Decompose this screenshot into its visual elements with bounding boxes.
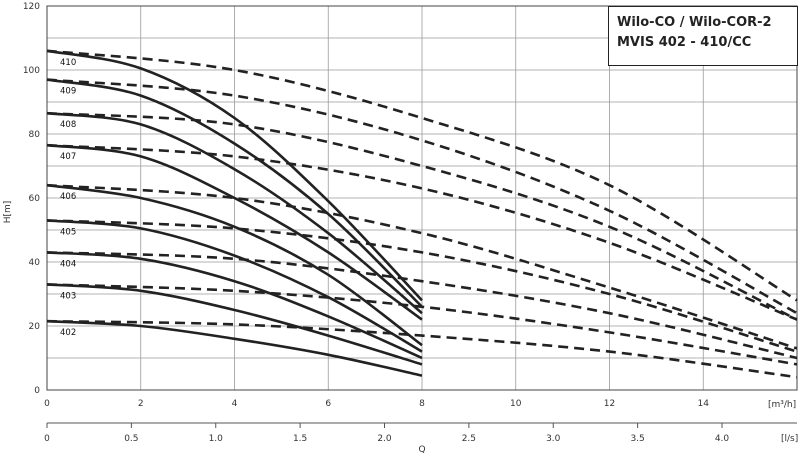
curve-parallel-406	[46, 183, 798, 350]
curve-single-410	[46, 49, 423, 302]
y-tick-label: 100	[23, 66, 40, 76]
x2-tick-label: 0	[44, 434, 50, 444]
x2-tick-label: 4.0	[715, 434, 730, 444]
x-tick-label: 0	[44, 399, 50, 409]
curve-single-409	[46, 78, 423, 308]
y-tick-label: 60	[29, 194, 41, 204]
curve-label-409: 409	[60, 87, 76, 97]
x-tick-label: 2	[138, 399, 144, 409]
plot-frame	[46, 5, 798, 424]
y-tick-label: 80	[29, 130, 41, 140]
x-tick-label: 6	[325, 399, 331, 409]
x2-tick-label: 2.0	[377, 434, 392, 444]
curve-parallel-405	[46, 219, 798, 353]
curve-single-403	[46, 283, 423, 366]
series-labels: 402 403 404 405 406 407 408 409 410	[60, 58, 76, 338]
chart-title: Wilo-CO / Wilo-COR-2	[617, 15, 772, 30]
chart-title-box: Wilo-CO / Wilo-COR-2 MVIS 402 - 410/CC	[608, 6, 798, 66]
curve-single-402	[46, 319, 423, 377]
x-axis-ticks: 0 2 4 6 8 10 12 14	[44, 399, 709, 409]
y-tick-label: 20	[29, 322, 41, 332]
x2-tick-label: 2.5	[462, 434, 476, 444]
curve-label-407: 407	[60, 152, 76, 162]
curve-parallel-409	[46, 78, 798, 315]
x2-tick-label: 3.0	[546, 434, 561, 444]
x2-tick-label: 3.5	[630, 434, 644, 444]
curve-label-410: 410	[60, 58, 76, 68]
curve-parallel-408	[46, 111, 798, 321]
curve-label-408: 408	[60, 120, 76, 130]
grid	[47, 6, 797, 390]
chart-subtitle: MVIS 402 - 410/CC	[617, 35, 752, 50]
y-tick-label: 40	[29, 258, 41, 268]
plot-border	[46, 5, 798, 391]
x-axis-unit-primary: [m³/h]	[768, 400, 796, 410]
curve-label-402: 402	[60, 328, 76, 338]
x-tick-label: 14	[698, 399, 710, 409]
curve-parallel-404	[46, 251, 798, 360]
y-axis-ticks: 0 20 40 60 80 100 120	[23, 2, 40, 396]
curve-parallel-402	[46, 319, 798, 379]
y-tick-label: 0	[34, 386, 40, 396]
curve-label-406: 406	[60, 192, 76, 202]
x-tick-label: 4	[232, 399, 238, 409]
x-tick-label: 8	[419, 399, 425, 409]
curve-single-405	[46, 219, 423, 353]
x-axis-unit-secondary: [l/s]	[781, 434, 798, 444]
curve-parallel-410	[46, 49, 798, 302]
x2-tick-label: 1.0	[209, 434, 224, 444]
y-tick-label: 120	[23, 2, 40, 12]
curve-single-404	[46, 251, 423, 360]
curve-label-405: 405	[60, 227, 76, 237]
y-axis-title: H[m]	[3, 201, 13, 224]
x2-tick-label: 0.5	[124, 434, 138, 444]
curve-label-404: 404	[60, 259, 76, 269]
curve-label-403: 403	[60, 291, 76, 301]
curve-single-407	[46, 143, 423, 321]
x2-tick-label: 1.5	[293, 434, 307, 444]
curve-single-408	[46, 111, 423, 315]
x-axis-secondary-ticks: 0 0.5 1.0 1.5 2.0 2.5 3.0 3.5 4.0	[44, 423, 729, 444]
x-tick-label: 10	[510, 399, 522, 409]
curve-single-406	[46, 183, 423, 347]
x-axis-title: Q	[418, 445, 425, 454]
series-curves	[46, 49, 798, 379]
x-tick-label: 12	[604, 399, 615, 409]
